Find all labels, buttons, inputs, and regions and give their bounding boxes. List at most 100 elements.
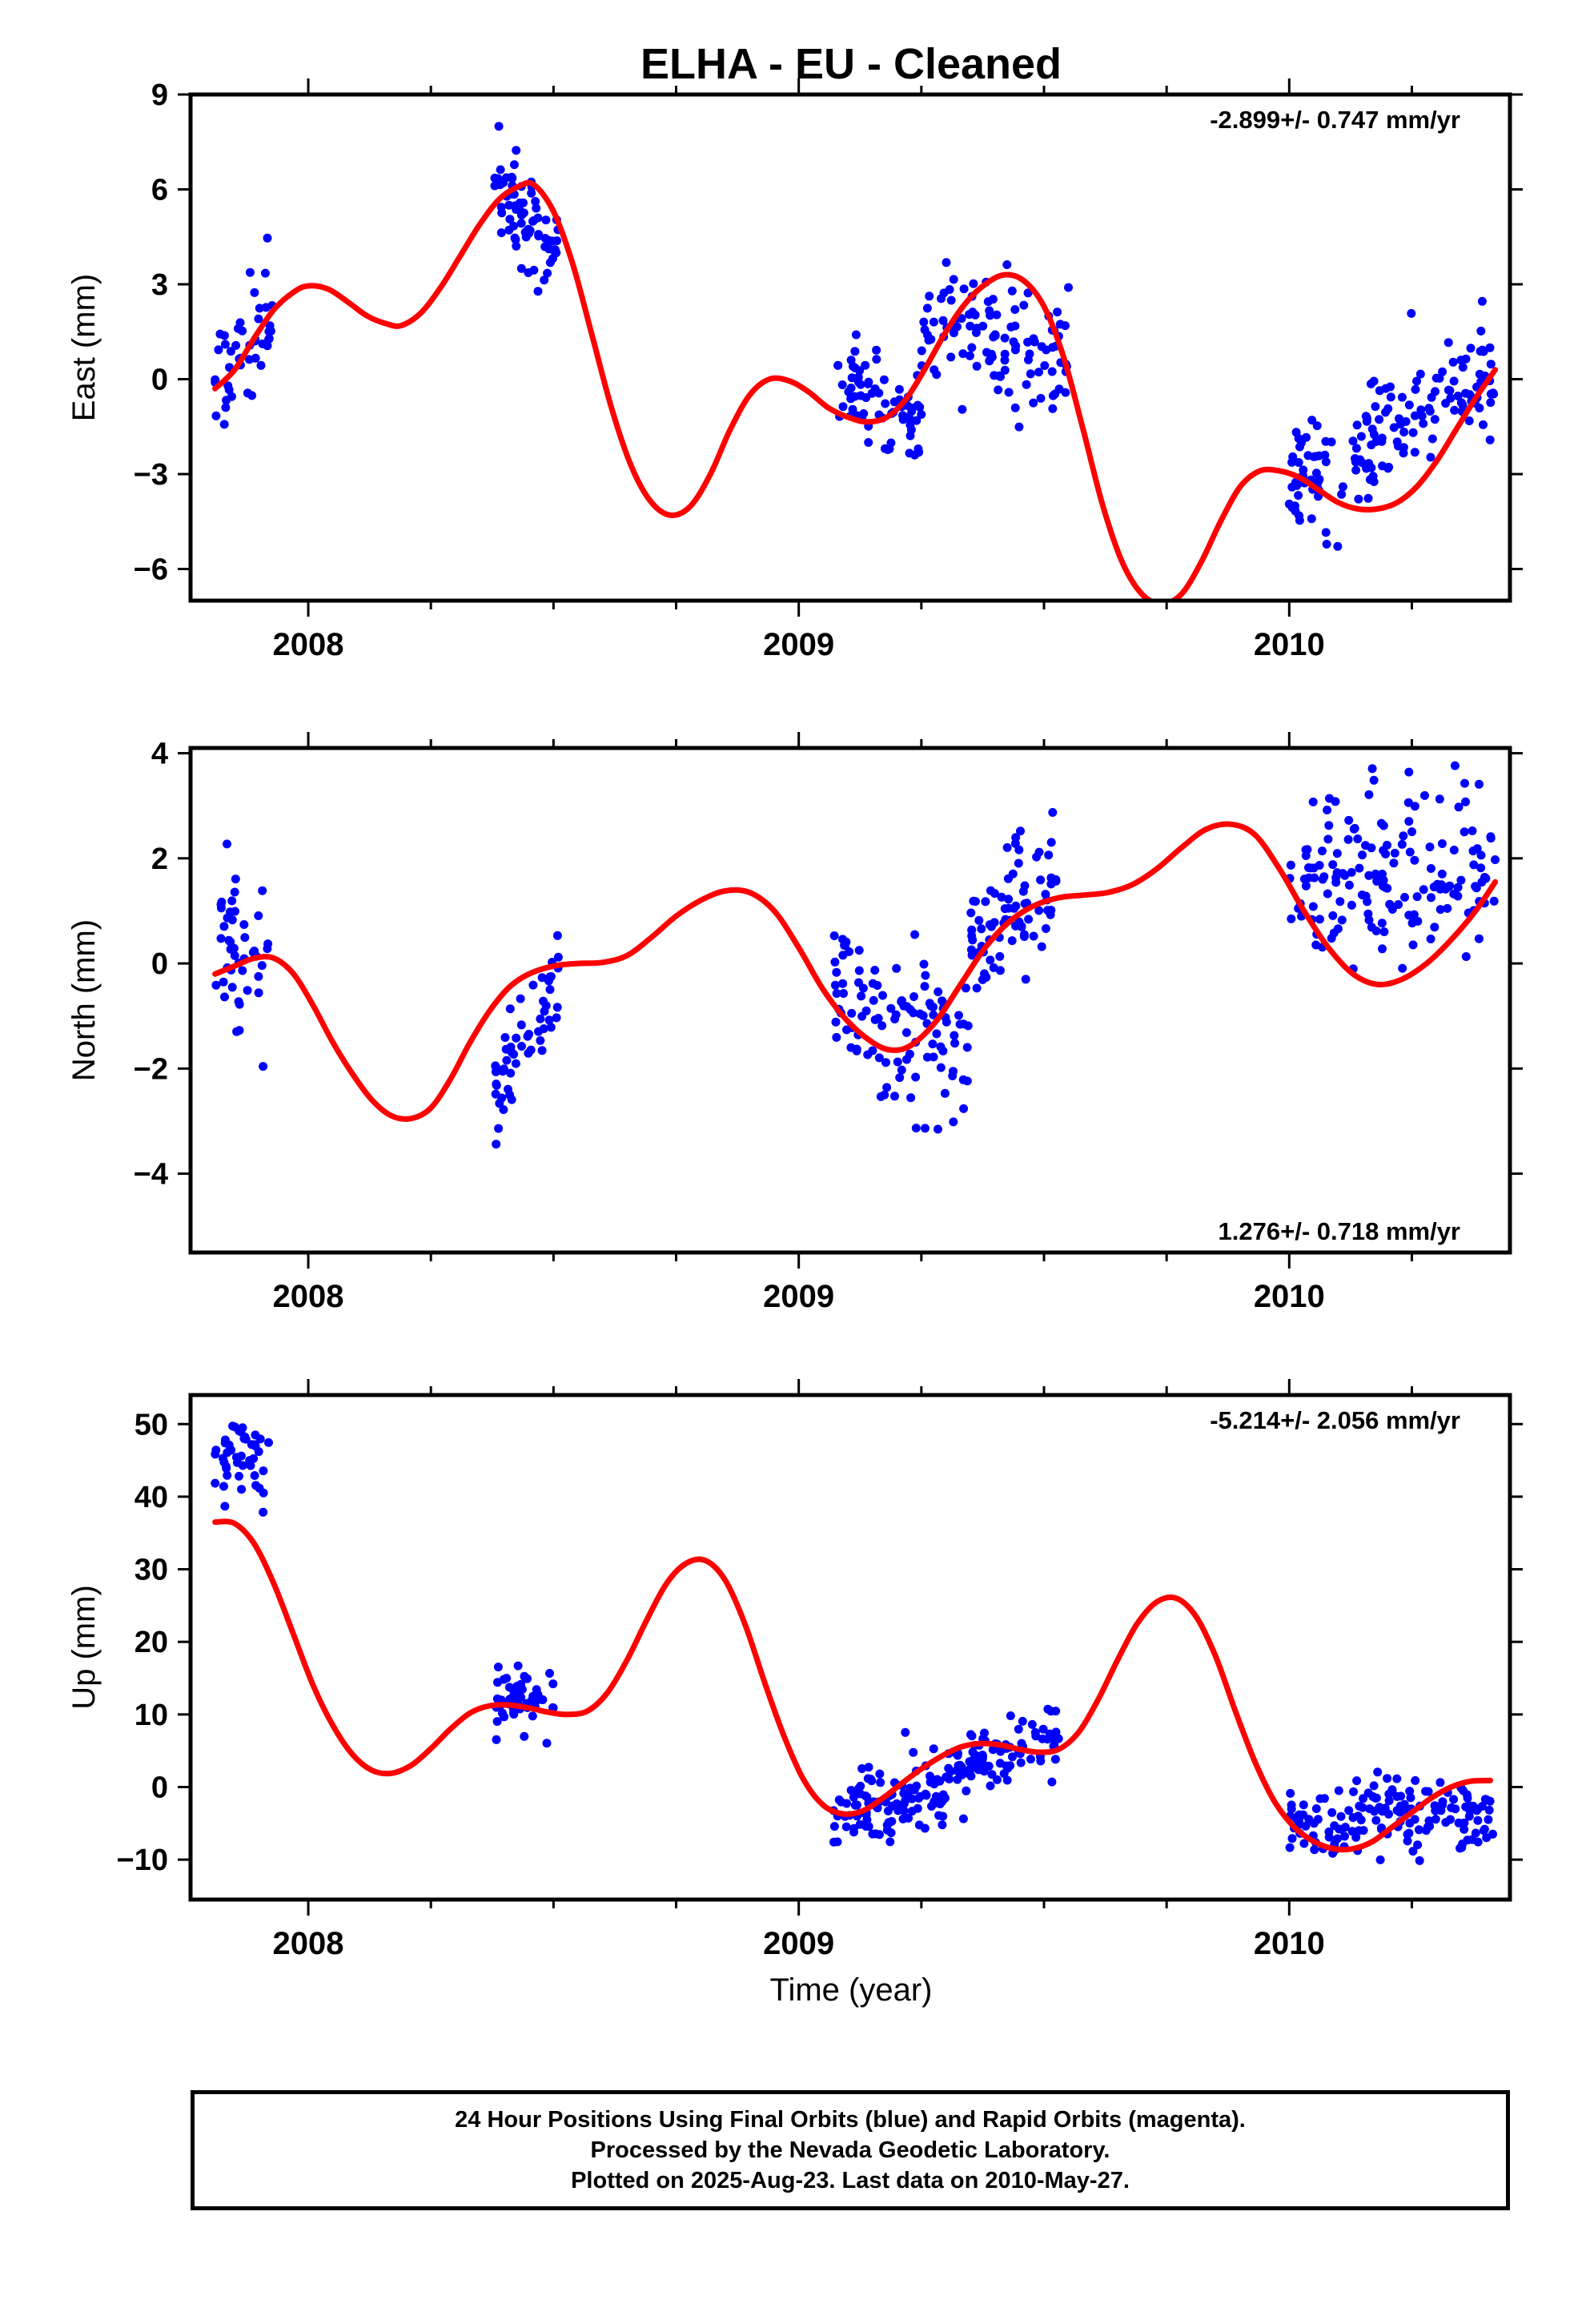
- data-point: [857, 991, 866, 1001]
- data-point: [856, 1781, 865, 1791]
- data-point: [214, 345, 223, 355]
- data-point: [962, 1076, 972, 1086]
- data-point: [1356, 1815, 1366, 1825]
- data-point: [1006, 1761, 1015, 1771]
- data-point: [1404, 1828, 1414, 1838]
- data-point: [909, 992, 918, 1001]
- data-point: [524, 1029, 534, 1039]
- data-point: [946, 352, 956, 362]
- data-point: [1358, 850, 1367, 860]
- data-point: [1294, 458, 1303, 467]
- data-points: [211, 1421, 1497, 1865]
- data-point: [238, 326, 247, 336]
- data-point: [829, 931, 839, 940]
- data-point: [920, 1823, 930, 1833]
- data-point: [1367, 440, 1376, 450]
- data-point: [948, 1072, 958, 1080]
- data-point: [1383, 464, 1393, 473]
- data-point: [1323, 834, 1333, 844]
- data-point: [222, 396, 231, 405]
- data-point: [492, 1694, 502, 1703]
- data-point: [504, 1084, 512, 1094]
- data-point: [1407, 308, 1416, 318]
- data-point: [832, 967, 841, 977]
- data-point: [879, 375, 889, 384]
- y-tick-label: 30: [135, 1554, 168, 1587]
- data-point: [1464, 416, 1474, 425]
- data-point: [863, 1774, 873, 1783]
- data-point: [259, 1466, 268, 1476]
- data-point: [857, 1764, 867, 1773]
- data-point: [1375, 1855, 1385, 1864]
- data-point: [1368, 472, 1378, 481]
- data-point: [1404, 817, 1414, 826]
- data-point: [1367, 764, 1377, 774]
- data-point: [1395, 414, 1403, 424]
- data-point: [227, 983, 237, 992]
- data-point: [838, 951, 848, 960]
- data-point: [987, 1770, 997, 1779]
- data-point: [1322, 540, 1331, 549]
- data-point: [219, 922, 229, 931]
- data-point: [1029, 931, 1038, 941]
- data-point: [934, 1124, 942, 1134]
- data-point: [230, 951, 239, 960]
- data-point: [1014, 1724, 1023, 1734]
- data-point: [496, 228, 506, 238]
- data-point: [1336, 1811, 1346, 1821]
- data-point: [915, 1791, 925, 1801]
- data-point: [1456, 1844, 1464, 1853]
- data-point: [533, 213, 543, 223]
- data-point: [881, 399, 890, 408]
- data-point: [1026, 1755, 1035, 1764]
- data-point: [249, 1454, 259, 1463]
- data-point: [1364, 870, 1374, 880]
- data-point: [1000, 356, 1010, 365]
- data-point: [909, 1747, 918, 1757]
- data-point: [1010, 838, 1020, 848]
- data-point: [1002, 260, 1012, 269]
- data-point: [537, 1695, 547, 1704]
- data-point: [230, 887, 239, 897]
- data-point: [1373, 1767, 1383, 1777]
- data-point: [498, 1709, 507, 1718]
- data-point: [852, 1046, 861, 1055]
- data-point: [507, 1095, 516, 1104]
- data-point: [863, 379, 873, 388]
- data-point: [855, 1819, 865, 1829]
- data-point: [1295, 511, 1304, 521]
- data-point: [1026, 369, 1035, 379]
- data-point: [1411, 1775, 1420, 1785]
- data-point: [1485, 343, 1495, 352]
- data-point: [1321, 528, 1331, 537]
- data-point: [1389, 423, 1399, 432]
- data-point: [532, 203, 541, 213]
- data-point: [228, 1421, 238, 1431]
- data-point: [500, 1033, 510, 1042]
- data-point: [1357, 891, 1367, 899]
- data-point: [1461, 388, 1470, 398]
- y-tick-label: −4: [134, 1158, 168, 1192]
- data-point: [1353, 834, 1363, 843]
- data-point: [849, 1827, 858, 1837]
- data-point: [850, 347, 860, 356]
- data-point: [854, 946, 864, 955]
- data-point: [1408, 428, 1418, 437]
- data-point: [1453, 883, 1463, 892]
- data-point: [986, 922, 996, 931]
- data-point: [1354, 1826, 1363, 1835]
- data-point: [892, 963, 901, 973]
- data-point: [1338, 482, 1347, 492]
- data-point: [1354, 494, 1363, 504]
- y-tick-label: 0: [151, 1771, 168, 1804]
- data-point: [1486, 398, 1496, 408]
- data-point: [912, 416, 921, 425]
- data-point: [1338, 869, 1347, 879]
- data-point: [1337, 489, 1347, 499]
- data-point: [1307, 514, 1316, 524]
- data-point: [1410, 1815, 1419, 1824]
- data-point: [1405, 847, 1415, 857]
- data-point: [1351, 1832, 1361, 1842]
- data-point: [1312, 421, 1322, 431]
- data-point: [1287, 482, 1297, 492]
